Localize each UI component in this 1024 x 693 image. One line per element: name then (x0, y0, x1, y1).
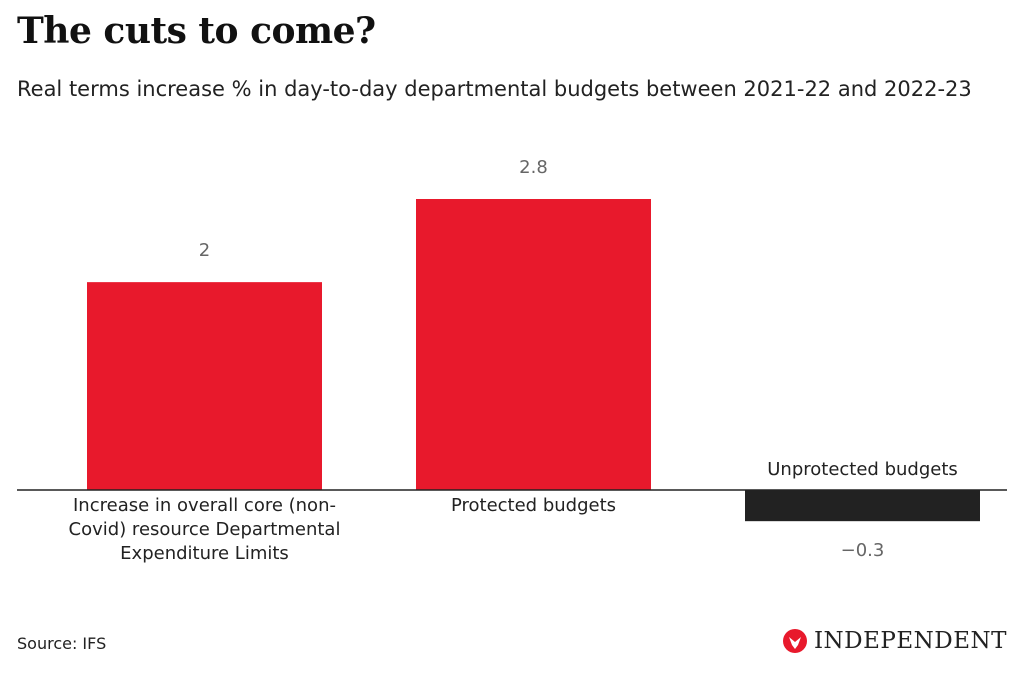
bar (87, 282, 322, 490)
category-label: Unprotected budgets (767, 459, 958, 480)
source: Source: IFS (17, 634, 107, 653)
category-label: Protected budgets (450, 495, 617, 516)
chart-subtitle: Real terms increase % in day-to-day depa… (17, 77, 972, 101)
value-label: 2 (199, 240, 210, 261)
bar (745, 490, 980, 522)
logo-text: INDEPENDENT (813, 628, 1007, 654)
category-label: Increase in overall core (non-Covid) res… (68, 495, 341, 564)
logo: INDEPENDENT (782, 628, 1007, 654)
value-label: 2.8 (519, 157, 548, 178)
logo-icon (782, 629, 807, 653)
bar (416, 199, 651, 490)
chart-title: The cuts to come? (17, 10, 376, 52)
value-label: −0.3 (841, 540, 885, 561)
